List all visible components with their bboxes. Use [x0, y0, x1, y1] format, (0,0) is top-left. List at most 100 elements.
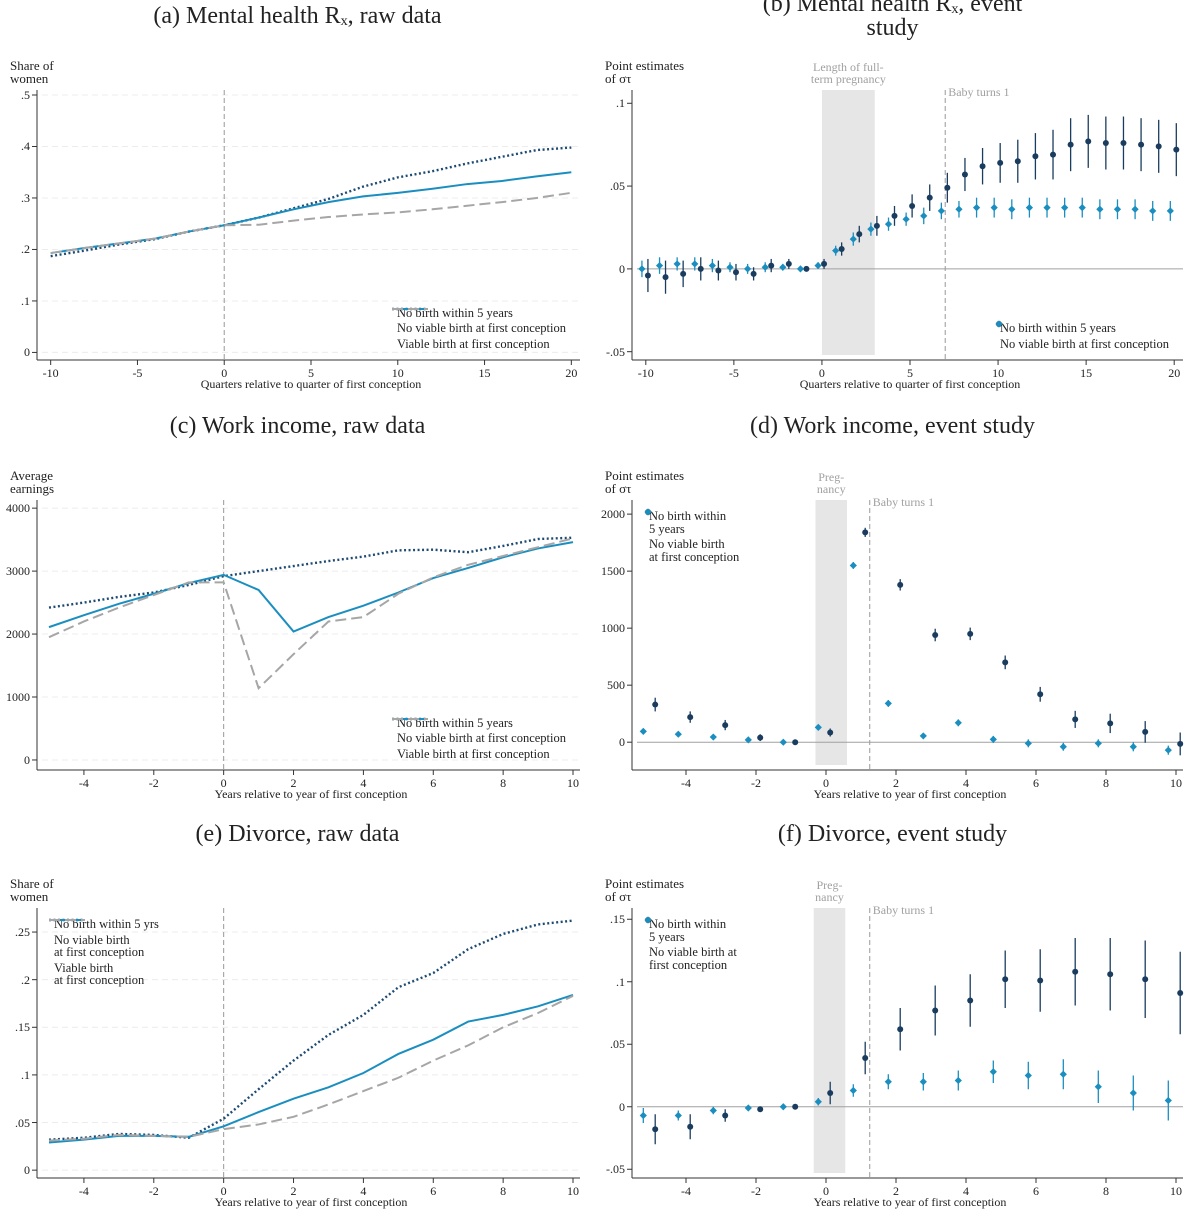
- x-tick-label: 2: [290, 1184, 297, 1198]
- legend-marker: [644, 508, 652, 516]
- panel-title: (a) Mental health Rₓ, raw data: [153, 3, 442, 29]
- point-marker: [709, 733, 717, 741]
- point-marker: [1166, 207, 1174, 215]
- x-tick-label: 10: [992, 366, 1005, 380]
- x-tick-label: 0: [220, 776, 227, 790]
- point-marker: [814, 261, 822, 270]
- x-tick-label: -4: [681, 776, 691, 790]
- x-axis-title: Years relative to year of first concepti…: [214, 1195, 408, 1209]
- point-marker: [1094, 739, 1102, 747]
- legend-swatch: [49, 919, 85, 921]
- y-tick-label: .2: [21, 972, 30, 987]
- point-marker: [1059, 1070, 1067, 1078]
- point-marker: [990, 204, 998, 212]
- x-tick-label: 6: [430, 776, 437, 790]
- point-marker: [919, 1078, 927, 1086]
- point-marker: [838, 246, 845, 253]
- legend-label: No viable birth at first conception: [649, 537, 740, 564]
- point-marker: [1014, 158, 1021, 165]
- panel: (b) Mental health Rₓ, event study Point e…: [595, 0, 1190, 400]
- point-marker: [979, 163, 986, 170]
- point-marker: [926, 194, 933, 201]
- y-tick-label: -.05: [606, 344, 625, 359]
- point-marker: [1164, 746, 1172, 754]
- legend: No birth within 5 years No viable birth a…: [643, 915, 737, 974]
- x-tick-label: 8: [1103, 776, 1109, 790]
- legend-label: No viable birth at first conception: [999, 336, 1169, 351]
- legend-swatch: [995, 320, 1003, 328]
- legend-label: No birth within 5 years: [649, 509, 727, 536]
- x-tick-label: 10: [391, 366, 404, 380]
- point-marker: [768, 262, 775, 269]
- y-tick-label: .5: [21, 88, 30, 102]
- y-tick-label: .05: [610, 179, 625, 194]
- point-marker: [1107, 720, 1114, 727]
- point-marker: [785, 260, 792, 267]
- shaded-region: [815, 500, 847, 765]
- point-marker: [920, 212, 928, 220]
- x-tick-label: 8: [500, 776, 507, 790]
- y-tick-label: .1: [21, 1067, 30, 1082]
- x-tick-label: -5: [132, 366, 143, 380]
- y-tick-label: 1000: [6, 690, 30, 704]
- point-marker: [757, 1106, 764, 1113]
- point-marker: [932, 632, 939, 638]
- point-marker: [919, 732, 927, 740]
- x-tick-label: 0: [221, 366, 228, 380]
- point-marker: [761, 263, 769, 271]
- x-tick-label: 0: [220, 1184, 227, 1198]
- x-tick-label: 20: [1168, 366, 1181, 380]
- legend-label: Viable birth at first conception: [396, 746, 550, 761]
- panel: (c) Work income, raw data Average earning…: [0, 410, 595, 810]
- point-marker: [1177, 740, 1184, 747]
- legend-item: No viable birth at first conception: [48, 919, 159, 959]
- point-marker: [1067, 141, 1074, 148]
- point-marker: [944, 184, 951, 191]
- panel-title: (e) Divorce, raw data: [195, 821, 400, 847]
- point-marker: [726, 263, 734, 271]
- panel-title: (b) Mental health Rₓ, event study: [762, 0, 1023, 41]
- point-marker: [862, 1055, 869, 1061]
- legend-item: No birth within 5 years: [391, 305, 566, 320]
- x-tick-label: -2: [148, 776, 159, 790]
- y-tick-label: .25: [15, 925, 30, 940]
- y-tick-label: 0: [24, 752, 30, 767]
- legend-label: No birth within 5 years: [396, 305, 513, 320]
- y-axis-title: Average earnings: [10, 468, 55, 496]
- y-tick-label: 0: [619, 735, 625, 750]
- point-marker: [792, 1103, 799, 1110]
- legend: No birth within 5 years No viable birth a…: [994, 319, 1169, 353]
- legend-swatch: [644, 508, 652, 516]
- point-marker: [1164, 1096, 1172, 1105]
- panel-title: (d) Work income, event study: [750, 413, 1035, 439]
- point-marker: [673, 260, 681, 268]
- y-tick-label: 2000: [6, 627, 30, 642]
- legend-item: No viable birth at first conception: [994, 320, 1169, 351]
- point-marker: [708, 261, 716, 270]
- point-marker: [1142, 728, 1149, 735]
- x-axis-title: Quarters relative to quarter of first co…: [200, 377, 422, 391]
- x-tick-label: 4: [360, 1184, 367, 1198]
- point-marker: [1085, 138, 1092, 145]
- point-marker: [897, 581, 904, 588]
- shade-label: Length of full- term pregnancy: [810, 60, 886, 86]
- point-marker: [1008, 205, 1016, 213]
- legend-label: No birth within 5 years: [649, 917, 727, 944]
- point-marker: [884, 220, 893, 228]
- y-tick-label: 0: [619, 1099, 625, 1114]
- point-marker: [1037, 977, 1044, 984]
- point-marker: [691, 260, 699, 268]
- point-marker: [1155, 143, 1162, 150]
- legend-swatch: [644, 916, 652, 924]
- point-marker: [954, 1076, 962, 1085]
- point-marker: [902, 215, 910, 223]
- point-marker: [1096, 205, 1104, 213]
- point-marker: [989, 735, 997, 743]
- y-tick-label: -.05: [606, 1162, 625, 1177]
- point-marker: [937, 207, 945, 215]
- x-axis-title: Years relative to year of first concepti…: [813, 787, 1007, 801]
- series-line: [50, 191, 572, 255]
- y-tick-label: 500: [607, 678, 625, 693]
- point-marker: [1078, 204, 1086, 212]
